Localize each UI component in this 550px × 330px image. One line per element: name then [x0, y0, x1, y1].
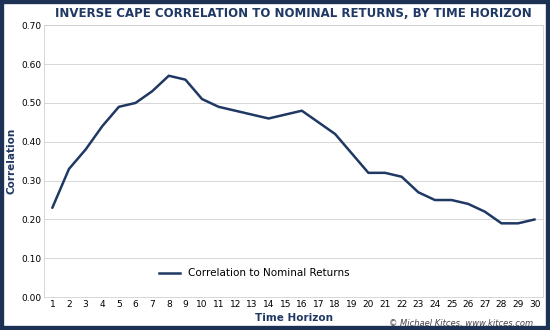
Text: © Michael Kitces, www.kitces.com: © Michael Kitces, www.kitces.com: [389, 319, 534, 328]
Title: INVERSE CAPE CORRELATION TO NOMINAL RETURNS, BY TIME HORIZON: INVERSE CAPE CORRELATION TO NOMINAL RETU…: [55, 7, 532, 20]
Y-axis label: Correlation: Correlation: [7, 128, 17, 194]
X-axis label: Time Horizon: Time Horizon: [255, 313, 333, 323]
Legend: Correlation to Nominal Returns: Correlation to Nominal Returns: [159, 268, 350, 278]
